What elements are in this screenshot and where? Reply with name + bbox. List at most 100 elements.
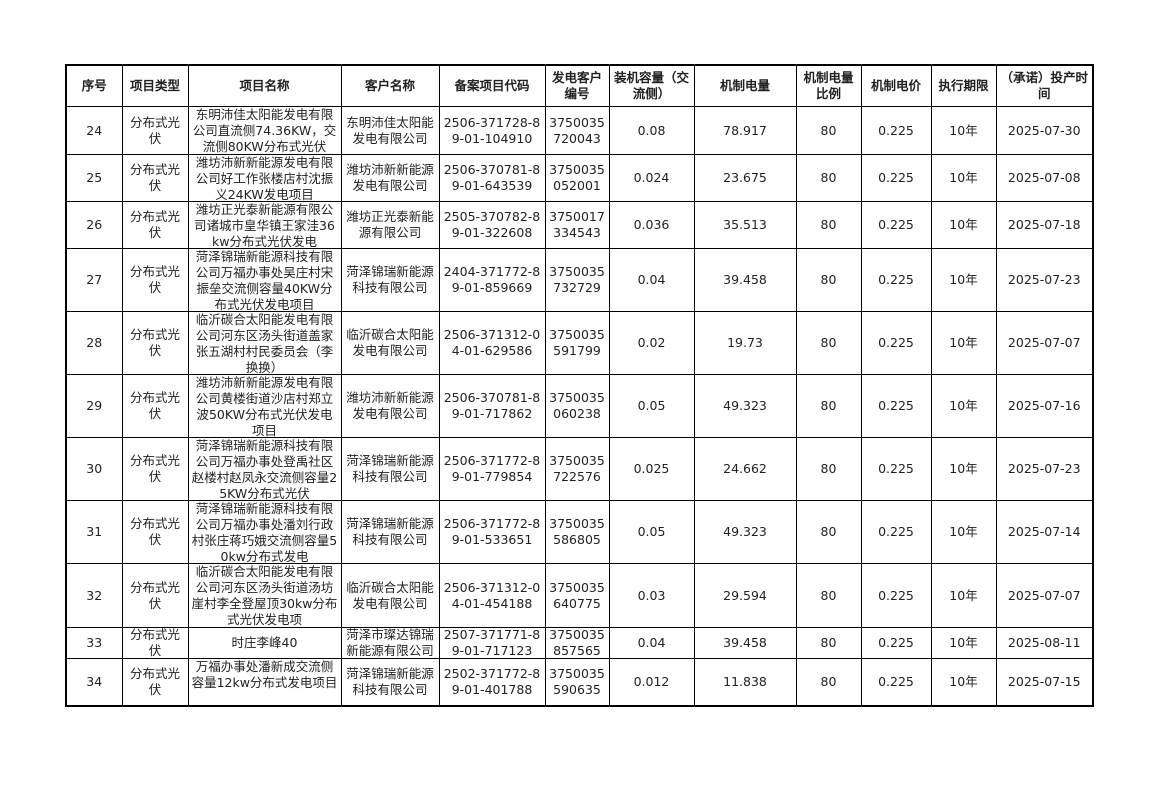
table-cell: 0.036 [608,201,695,249]
table-cell: 10年 [930,201,997,249]
table-row: 31 分布式光伏 菏泽锦瑞新能源科技有限公司万福办事处潘刘行政村张庄蒋巧娥交流侧容量… [65,500,1094,564]
cell-text: 0.05 [637,524,666,539]
cell-text: 3750035052001 [549,162,605,193]
cell-text: 2502-371772-89-01-401788 [443,666,541,697]
cell-text: 0.05 [637,398,666,413]
table-cell: 24 [65,106,123,155]
cell-text: 0.225 [878,170,914,185]
table-cell: 80 [795,374,862,438]
cell-text: 34 [86,674,103,689]
cell-text: 3750035590635 [549,666,605,697]
table-cell: 0.225 [860,106,932,155]
table-cell: 23.675 [693,154,797,202]
table-cell: 分布式光伏 [121,374,189,438]
cell-text: 时庄李峰40 [231,635,298,650]
cell-text: 26 [86,217,103,232]
table-cell: 2506-371772-89-01-779854 [438,437,546,501]
table-cell: 10年 [930,437,997,501]
table-cell: 发电客户编号 [544,64,610,107]
cell-text: 0.225 [878,217,914,232]
table-row: 27 分布式光伏 菏泽锦瑞新能源科技有限公司万福办事处吴庄村宋振垒交流侧容量40KW… [65,248,1094,312]
table-cell: 49.323 [693,500,797,564]
cell-text: 项目类型 [129,78,180,93]
cell-text: 0.03 [637,587,666,603]
cell-text: 0.08 [637,122,666,138]
cell-text: 2506-371772-89-01-779854 [443,453,541,484]
table-cell: 2506-371772-89-01-533651 [438,500,546,564]
table-cell: 2025-07-14 [995,500,1094,564]
cell-text: 27 [86,272,103,287]
table-cell: 2025-07-16 [995,374,1094,438]
table-row: 33 分布式光伏 时庄李峰40 菏泽市璨达锦瑞新能源有限公司 2507-371771-8… [65,627,1094,659]
table-cell: 潍坊沛新新能源发电有限公司 [340,374,440,438]
cell-text: 临沂碳合太阳能发电有限公司 [346,579,434,611]
table-cell: 3750035640775 [544,563,610,628]
cell-text: 3750035722576 [549,453,605,484]
cell-text: 2506-371772-89-01-533651 [443,516,541,547]
cell-text: 49.323 [723,524,767,539]
table-row: 29 分布式光伏 潍坊沛新新能源发电有限公司黄楼街道沙店村郑立波50KW分布式光伏发… [65,374,1094,438]
cell-text: 10年 [949,461,978,476]
table-cell: 潍坊正光泰新能源有限公司诸城市皇华镇王家洼36kw分布式光伏发电 [187,201,342,249]
table-cell: 机制电量比例 [795,64,862,107]
table-cell: 菏泽锦瑞新能源科技有限公司 [340,437,440,501]
table-cell: 2025-07-18 [995,201,1094,249]
table-cell: 潍坊正光泰新能源有限公司 [340,201,440,249]
table-cell: 分布式光伏 [121,658,189,707]
cell-text: 2025-07-18 [1007,217,1081,232]
cell-text: 2025-07-07 [1007,335,1081,350]
table-cell: 0.04 [608,248,695,312]
cell-text: 3750035586805 [549,516,605,547]
cell-text: 0.225 [878,272,914,287]
cell-text: 分布式光伏 [129,114,180,146]
table-cell: 潍坊沛新新能源发电有限公司 [340,154,440,202]
table-cell: 29.594 [693,563,797,628]
table-cell: 2025-07-07 [995,563,1094,628]
table-cell: 31 [65,500,123,564]
table-cell: 10年 [930,627,997,659]
cell-text: 分布式光伏 [129,162,180,193]
data-table: 序号 项目类型 项目名称 客户名称 备案项目代码 发电客户编号 装机容量（交流侧） 机制电量 机… [65,64,1094,707]
cell-text: 0.025 [633,461,670,476]
cell-text: 80 [820,524,837,539]
cell-text: 80 [820,674,837,689]
cell-text: 0.225 [878,587,914,603]
table-cell: 25 [65,154,123,202]
cell-text: 分布式光伏 [129,453,180,484]
table-cell: 分布式光伏 [121,627,189,659]
table-cell: 0.02 [608,311,695,375]
cell-text: 3750017334543 [549,209,605,240]
table-row: 34 分布式光伏 万福办事处潘新成交流侧容量12kw分布式发电项目 菏泽锦瑞新能源科技… [65,658,1094,707]
cell-text: 菏泽锦瑞新能源科技有限公司 [346,264,434,295]
table-cell: 80 [795,437,862,501]
table-cell: 19.73 [693,311,797,375]
table-cell: 32 [65,563,123,628]
cell-text: 机制电量 [719,78,770,93]
cell-text: 80 [820,170,837,185]
table-cell: 3750035590635 [544,658,610,707]
table-cell: 29 [65,374,123,438]
table-cell: 2025-07-30 [995,106,1094,155]
cell-text: 29 [86,398,103,413]
table-cell: 0.024 [608,154,695,202]
cell-text: 潍坊正光泰新能源有限公司诸城市皇华镇王家洼36kw分布式光伏发电 [194,202,335,248]
table-cell: 10年 [930,154,997,202]
cell-text: 分布式光伏 [129,579,180,611]
table-cell: 3750035060238 [544,374,610,438]
table-cell: 机制电价 [860,64,932,107]
table-cell: 3750035857565 [544,627,610,659]
table-cell: 3750035586805 [544,500,610,564]
cell-text: 分布式光伏 [129,264,180,295]
table-cell: 潍坊沛新新能源发电有限公司黄楼街道沙店村郑立波50KW分布式光伏发电项目 [187,374,342,438]
table-cell: 10年 [930,248,997,312]
cell-text: 分布式光伏 [129,516,180,547]
table-cell: 3750035591799 [544,311,610,375]
table-cell: 0.225 [860,201,932,249]
cell-text: 39.458 [723,635,767,650]
table-cell: 10年 [930,374,997,438]
cell-text: 3750035732729 [549,264,605,295]
table-cell: 2506-371728-89-01-104910 [438,106,546,155]
cell-text: 0.225 [878,674,914,689]
table-cell: 分布式光伏 [121,248,189,312]
cell-text: 3750035720043 [549,114,605,146]
